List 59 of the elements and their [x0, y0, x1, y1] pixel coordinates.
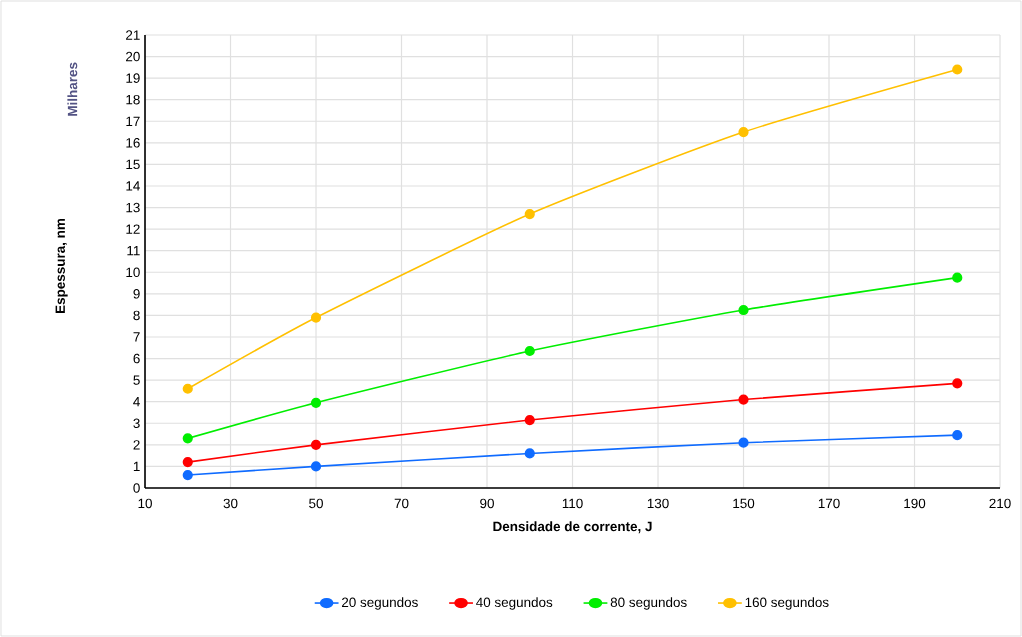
point: [182, 383, 193, 394]
point: [524, 414, 535, 426]
y-tick-label: 19: [126, 73, 140, 83]
legend-label: 160 segundos: [745, 597, 829, 610]
y-tick-label: 4: [133, 397, 140, 407]
x-tick-label: 70: [394, 498, 409, 509]
point: [524, 345, 535, 357]
point: [738, 126, 749, 138]
point: [952, 378, 963, 389]
x-tick-label: 170: [818, 498, 840, 509]
legend-label: 20 segundos: [342, 597, 418, 610]
y-tick-label: 5: [133, 375, 140, 385]
point: [524, 448, 535, 459]
point: [738, 304, 749, 316]
point: [310, 439, 322, 450]
y-tick-label: 16: [126, 138, 140, 148]
legend-label: 40 segundos: [476, 597, 553, 610]
text: Milhares: [67, 62, 78, 116]
y-tick-label: 9: [133, 289, 140, 299]
point: [182, 433, 193, 444]
y-tick-label: 21: [126, 30, 140, 40]
y-tick-label: 14: [126, 181, 140, 191]
y-tick-label: 15: [126, 159, 140, 170]
x-tick-label: 30: [223, 498, 238, 509]
x-tick-label: 90: [480, 498, 494, 509]
y-tick-label: 8: [133, 310, 140, 321]
y-tick-label: 11: [127, 246, 140, 256]
y-axis-title: Espessura, nm: [55, 219, 68, 313]
y-tick-label: 17: [126, 116, 140, 126]
point: [182, 457, 193, 468]
y-tick-label: 13: [126, 202, 140, 213]
x-tick-label: 110: [562, 498, 583, 509]
y-tick-label: 6: [133, 353, 140, 364]
x-axis-title: Densidade de corrente, J: [493, 521, 652, 534]
y-tick-label: 20: [126, 51, 140, 62]
x-tick-label: 150: [733, 498, 755, 509]
y-tick-label: 12: [126, 224, 140, 234]
point: [738, 394, 749, 405]
y-tick-label: 7: [133, 332, 140, 342]
x-tick-label: 130: [647, 498, 669, 509]
x-tick-label: 50: [309, 498, 323, 509]
x-tick-label: 210: [989, 498, 1011, 509]
x-tick-label: 190: [904, 498, 926, 509]
point: [524, 208, 535, 220]
point: [182, 469, 193, 481]
point: [310, 397, 322, 408]
point: [952, 64, 963, 75]
point: [738, 437, 749, 448]
legend-label: 80 segundos: [610, 597, 687, 610]
point: [310, 461, 322, 472]
y-tick-label: 2: [133, 440, 140, 450]
point: [952, 430, 963, 441]
y-tick-label: 10: [126, 267, 140, 278]
point: [310, 312, 322, 323]
y-tick-label: 18: [126, 94, 140, 105]
y-tick-label: 0: [133, 483, 140, 493]
y-tick-label: 1: [133, 461, 140, 472]
y-tick-label: 3: [133, 418, 140, 429]
point: [952, 272, 963, 283]
